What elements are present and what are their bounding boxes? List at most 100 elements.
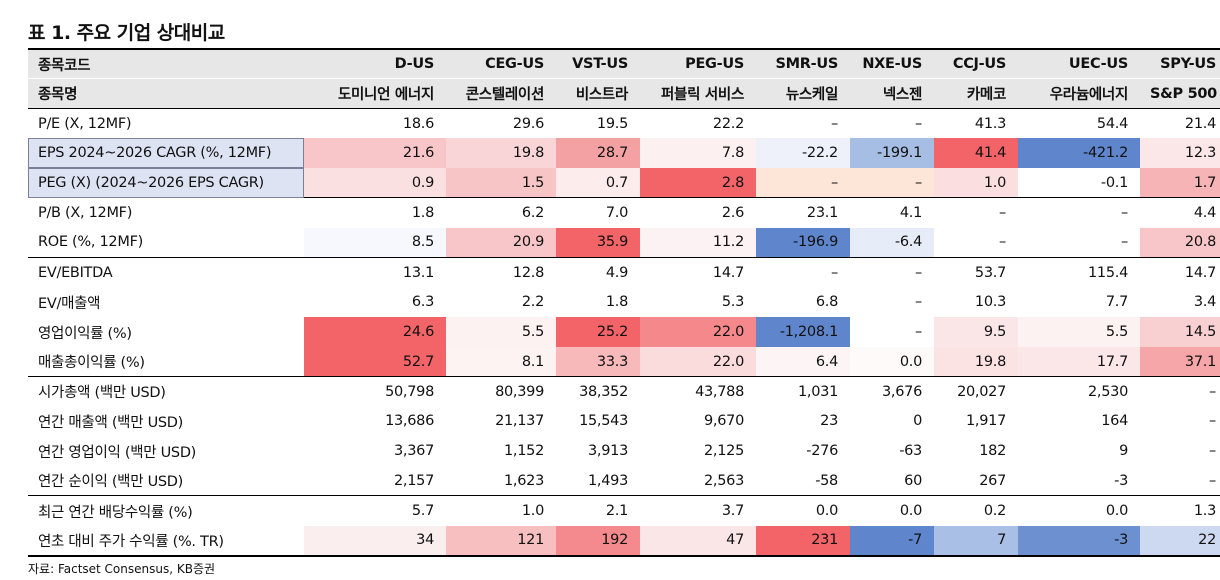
table-cell: 9 — [1119, 443, 1128, 460]
table-cell: 5.7 — [304, 495, 446, 526]
table-cell: 6.3 — [411, 294, 434, 311]
table-cell: 35.9 — [556, 227, 640, 258]
table-cell: 54.4 — [1018, 108, 1140, 139]
table-cell: 23 — [820, 413, 838, 430]
name-header-row: 종목명 도미니언 에너지 콘스텔레이션 비스트라 퍼블릭 서비스 뉴스케일 넥스… — [28, 78, 1220, 110]
table-cell: 11.2 — [640, 227, 756, 258]
table-cell: 21.4 — [1140, 108, 1220, 139]
table-cell: 8.5 — [304, 227, 446, 258]
table-cell: 24.6 — [304, 317, 446, 347]
ticker-header-cell: NXE-US — [850, 48, 934, 79]
table-cell: 3.7 — [640, 495, 756, 526]
table-cell: 0.0 — [756, 495, 850, 526]
table-cell: – — [1121, 234, 1128, 251]
table-cell: 50,798 — [304, 376, 446, 407]
row-label: PEG (X) (2024~2026 EPS CAGR) — [28, 168, 304, 198]
table-cell: – — [915, 324, 922, 341]
table-cell: 3,913 — [587, 443, 628, 460]
table-cell: 2.1 — [556, 495, 640, 526]
table-row: 연간 순이익 (백만 USD) 2,157 1,623 1,493 2,563 -58 60… — [28, 466, 1220, 496]
table-row: 매출총이익률 (%) 52.7 8.1 33.3 22.0 6.4 0.0 19.8 17.7 3… — [28, 346, 1220, 377]
table-row: EV/매출액 6.3 2.2 1.8 5.3 6.8 – 10.3 7.7 3.4 — [28, 287, 1220, 317]
table-cell: 19.5 — [556, 108, 640, 139]
table-row: ROE (%, 12MF) 8.5 20.9 35.9 11.2 -196.9 -6.4 – –… — [28, 227, 1220, 258]
table-cell: 43,788 — [640, 376, 756, 407]
table-cell: – — [756, 168, 850, 198]
table-cell: -196.9 — [756, 227, 850, 258]
table-cell: -63 — [899, 443, 922, 460]
row-label: 영업이익률 (%) — [38, 325, 132, 342]
table-row: 최근 연간 배당수익률 (%) 5.7 1.0 2.1 3.7 0.0 0.0 0.2 0.0 1… — [28, 495, 1220, 526]
table-cell: 52.7 — [304, 346, 446, 377]
table-cell: 13.1 — [304, 257, 446, 288]
table-cell: 6.2 — [446, 197, 556, 228]
table-cell: 3.4 — [1193, 294, 1216, 311]
row-label: P/E (X, 12MF) — [28, 108, 304, 139]
table-cell: 0.0 — [1018, 495, 1140, 526]
table-cell: – — [1209, 413, 1216, 430]
table-cell: 6.8 — [815, 294, 838, 311]
name-header-cell: S&P 500 — [1140, 78, 1220, 110]
table-cell: 25.2 — [556, 317, 640, 347]
table-cell: 1.7 — [1140, 168, 1220, 198]
name-header-cell: 넥스젠 — [850, 78, 934, 110]
table-cell: – — [1140, 376, 1220, 407]
table-cell: 2.2 — [521, 294, 544, 311]
name-header-cell: 퍼블릭 서비스 — [640, 78, 756, 110]
table-cell: 60 — [904, 472, 922, 489]
table-cell: 38,352 — [556, 376, 640, 407]
row-label: EV/매출액 — [38, 295, 101, 312]
source-note: 자료: Factset Consensus, KB증권 — [28, 562, 216, 576]
ticker-header-cell: CCJ-US — [934, 48, 1018, 79]
table-cell: 5.3 — [721, 294, 744, 311]
comparison-table: 종목코드 D-US CEG-US VST-US PEG-US SMR-US NX… — [28, 48, 1220, 557]
table-cell: – — [850, 257, 934, 288]
ticker-header-row: 종목코드 D-US CEG-US VST-US PEG-US SMR-US NX… — [28, 48, 1220, 79]
table-cell: -58 — [815, 472, 838, 489]
table-cell: 115.4 — [1018, 257, 1140, 288]
table-cell: 41.4 — [934, 138, 1018, 169]
table-cell: – — [850, 108, 934, 139]
table-cell: 0.2 — [934, 495, 1018, 526]
table-row: EPS 2024~2026 CAGR (%, 12MF) 21.6 19.8 28.7… — [28, 138, 1220, 169]
table-cell: 22.0 — [640, 317, 756, 347]
table-cell: 2.8 — [640, 168, 756, 198]
table-cell: 1.8 — [605, 294, 628, 311]
table-cell: – — [850, 168, 934, 198]
table-cell: 23.1 — [756, 197, 850, 228]
ticker-header-cell: SPY-US — [1140, 48, 1220, 79]
table-cell: 10.3 — [974, 294, 1006, 311]
table-row: 영업이익률 (%) 24.6 5.5 25.2 22.0 -1,208.1–9.5 5.5 1… — [28, 317, 1220, 347]
table-cell: 6.4 — [756, 346, 850, 377]
table-cell: 1,493 — [587, 472, 628, 489]
table-cell: – — [999, 234, 1006, 251]
row-label: 연간 영업이익 (백만 USD) — [38, 444, 197, 461]
table-cell: 80,399 — [446, 376, 556, 407]
table-cell: 13,686 — [385, 413, 434, 430]
table-cell: 267 — [979, 472, 1006, 489]
table-cell: 4.4 — [1140, 197, 1220, 228]
table-cell: 12.3 — [1140, 138, 1220, 169]
table-cell: 1.8 — [304, 197, 446, 228]
row-label: 최근 연간 배당수익률 (%) — [28, 495, 304, 526]
table-cell: 28.7 — [556, 138, 640, 169]
table-cell: 7.7 — [1105, 294, 1128, 311]
table-cell: -199.1 — [850, 138, 934, 169]
table-cell: 22.0 — [640, 346, 756, 377]
table-cell: 29.6 — [446, 108, 556, 139]
table-cell: 1,031 — [756, 376, 850, 407]
table-cell: -3 — [1114, 472, 1128, 489]
table-cell: 20,027 — [934, 376, 1018, 407]
table-cell: 17.7 — [1018, 346, 1140, 377]
table-cell: -1,208.1 — [756, 317, 850, 347]
table-row: P/E (X, 12MF) 18.6 29.6 19.5 22.2– –41.3 54.4 2… — [28, 108, 1220, 139]
row-label: P/B (X, 12MF) — [28, 197, 304, 228]
table-cell: 5.5 — [446, 317, 556, 347]
table-row: PEG (X) (2024~2026 EPS CAGR) 0.9 1.5 0.7 2.8… — [28, 168, 1220, 198]
table-cell: 231 — [756, 525, 850, 557]
table-cell: 2,125 — [703, 443, 744, 460]
table-cell: – — [756, 257, 850, 288]
table-cell: 121 — [446, 525, 556, 557]
table-cell: 8.1 — [446, 346, 556, 377]
table-cell: -6.4 — [850, 227, 934, 258]
